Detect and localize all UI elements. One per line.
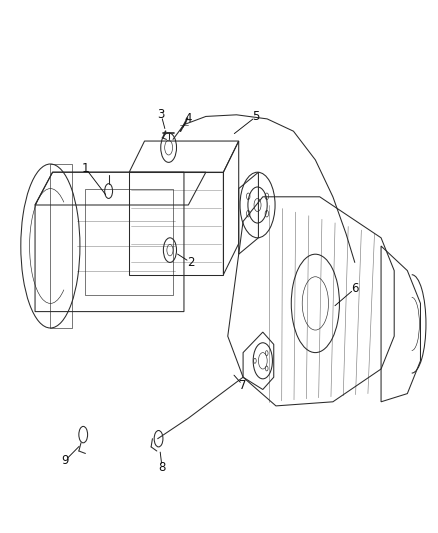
Text: 7: 7 [239, 379, 247, 392]
Text: 5: 5 [253, 110, 260, 123]
Text: 4: 4 [184, 111, 192, 125]
Text: 8: 8 [159, 461, 166, 474]
Text: 9: 9 [61, 454, 69, 467]
Text: 1: 1 [81, 161, 89, 175]
Text: 6: 6 [351, 282, 359, 295]
Text: 2: 2 [187, 256, 194, 269]
Text: 3: 3 [158, 108, 165, 122]
